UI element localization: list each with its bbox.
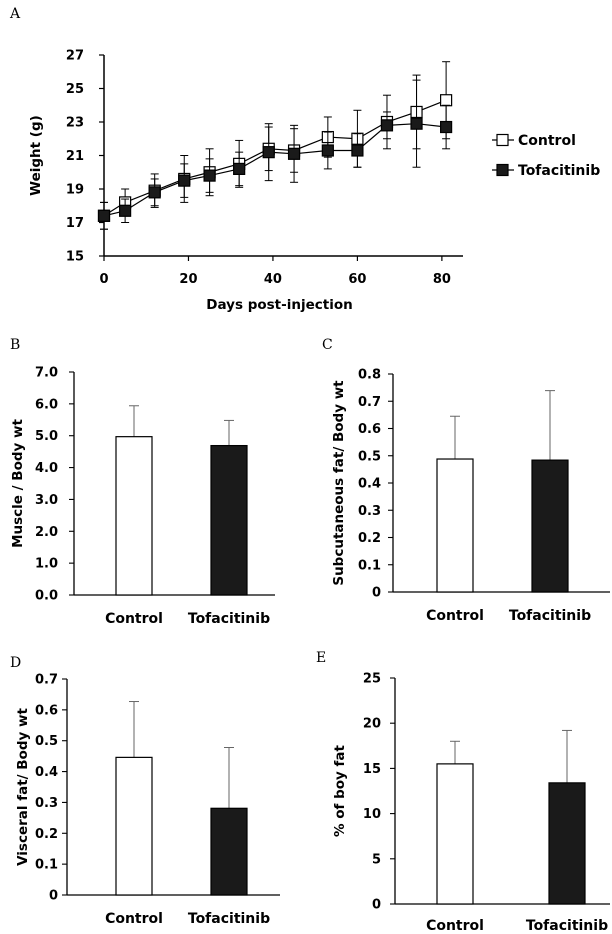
data-point (352, 145, 363, 156)
legend: Control Tofacitinib (492, 133, 600, 179)
y-tick-label: 21 (66, 149, 84, 164)
category-label: Tofacitinib (509, 608, 591, 624)
category-label: Control (426, 918, 484, 934)
y-tick-label: 23 (66, 116, 84, 131)
y-tick-label: 10 (363, 807, 381, 822)
y-tick-label: 7.0 (35, 366, 58, 381)
y-axis-title: Muscle / Body wt (10, 419, 26, 548)
y-tick-label: 0.3 (358, 504, 381, 519)
data-point (99, 210, 110, 221)
panel-a-letter: A (9, 6, 21, 22)
panel-d-letter: D (10, 655, 21, 671)
bar-tofacitinib (211, 446, 247, 595)
data-point (322, 145, 333, 156)
data-point (234, 163, 245, 174)
y-tick-label: 0 (372, 586, 381, 601)
category-label: Control (105, 911, 163, 927)
data-point (411, 118, 422, 129)
y-tick-label: 0.8 (358, 368, 381, 383)
data-point (381, 120, 392, 131)
y-tick-label: 0.7 (35, 673, 58, 688)
panel-b-bar-chart: B 0.0 1.0 2.0 3.0 4.0 5.0 6.0 7.0 Muscle / Body w… (10, 337, 275, 627)
panel-e-bar-chart: E 0 5 10 15 20 25 % of boy fat Control Tofacitini… (316, 650, 610, 934)
y-tick-label: 0.1 (35, 858, 58, 873)
legend-marker (497, 165, 508, 176)
legend-marker (497, 135, 508, 146)
y-tick-label: 25 (363, 672, 381, 687)
y-tick-label: 0.0 (35, 589, 58, 604)
y-tick-label: 17 (66, 216, 84, 231)
legend-label: Control (518, 133, 576, 149)
panel-b-letter: B (10, 337, 20, 353)
category-label: Control (105, 611, 163, 627)
category-label: Tofacitinib (188, 611, 270, 627)
y-axis-title: Weight (g) (28, 115, 44, 196)
legend-label: Tofacitinib (518, 163, 600, 179)
y-axis-title: Subcutaneous fat/ Body wt (331, 380, 347, 586)
y-axis-title: Visceral fat/ Body wt (15, 708, 31, 866)
y-tick-label: 0.6 (358, 422, 381, 437)
bar-tofacitinib (532, 460, 568, 592)
y-tick-label: 0.4 (35, 765, 58, 780)
y-tick-label: 2.0 (35, 525, 58, 540)
y-tick-label: 0.2 (35, 827, 58, 842)
y-tick-label: 15 (66, 250, 84, 265)
panel-d-bar-chart: D 0 0.1 0.2 0.3 0.4 0.5 0.6 0.7 Visceral fat/ Bod… (10, 655, 280, 927)
data-point (120, 205, 131, 216)
bar-control (116, 757, 152, 895)
x-tick-label: 40 (264, 272, 282, 287)
x-tick-label: 60 (348, 272, 366, 287)
y-tick-label: 0 (372, 898, 381, 913)
panel-c-bar-chart: C 0 0.1 0.2 0.3 0.4 0.5 0.6 0.7 0.8 Subcutaneous f… (322, 337, 610, 624)
category-label: Control (426, 608, 484, 624)
bar-control (437, 764, 473, 904)
data-point (289, 148, 300, 159)
y-tick-label: 15 (363, 762, 381, 777)
data-point (179, 175, 190, 186)
x-tick-label: 20 (179, 272, 197, 287)
category-label: Tofacitinib (526, 918, 608, 934)
data-point (441, 122, 452, 133)
x-axis-title: Days post-injection (206, 297, 352, 313)
y-tick-label: 0.7 (358, 395, 381, 410)
bar-control (437, 459, 473, 592)
y-tick-label: 0.4 (358, 477, 381, 492)
y-tick-label: 3.0 (35, 493, 58, 508)
series-tofacitinib (99, 80, 452, 229)
series-line (104, 100, 446, 216)
y-tick-label: 4.0 (35, 461, 58, 476)
panel-a-weight-chart: A 15 17 19 21 23 25 27 0 20 40 60 80 Days post-inject… (9, 6, 600, 313)
data-point (441, 95, 452, 106)
y-tick-label: 5.0 (35, 429, 58, 444)
panel-c-letter: C (322, 337, 333, 353)
bar-tofacitinib (549, 783, 585, 904)
panel-e-letter: E (316, 650, 326, 666)
y-tick-label: 0.2 (358, 531, 381, 546)
series-line (104, 124, 446, 216)
data-point (204, 170, 215, 181)
x-tick-label: 0 (99, 272, 108, 287)
bar-tofacitinib (211, 808, 247, 895)
y-tick-label: 0.3 (35, 796, 58, 811)
y-tick-label: 20 (363, 717, 381, 732)
y-tick-label: 25 (66, 82, 84, 97)
y-tick-label: 0.6 (35, 703, 58, 718)
y-tick-label: 0.5 (35, 734, 58, 749)
y-tick-label: 27 (66, 49, 84, 64)
bar-control (116, 437, 152, 595)
data-point (149, 187, 160, 198)
y-tick-label: 0.1 (358, 558, 381, 573)
y-tick-label: 6.0 (35, 397, 58, 412)
y-tick-label: 1.0 (35, 557, 58, 572)
y-tick-label: 0.5 (358, 449, 381, 464)
y-tick-label: 0 (49, 889, 58, 904)
y-tick-label: 5 (372, 852, 381, 867)
y-axis-title: % of boy fat (332, 744, 348, 836)
category-label: Tofacitinib (188, 911, 270, 927)
x-tick-label: 80 (433, 272, 451, 287)
y-tick-label: 19 (66, 183, 84, 198)
data-point (263, 147, 274, 158)
series-control (99, 62, 452, 230)
